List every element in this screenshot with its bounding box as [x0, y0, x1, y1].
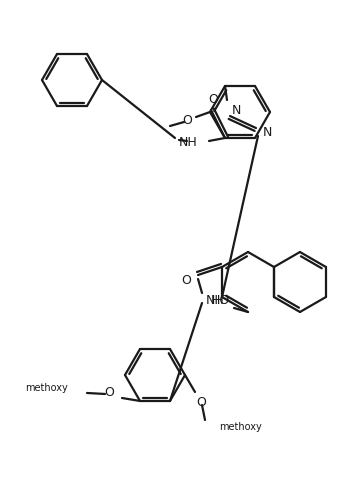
Text: O: O	[181, 275, 191, 288]
Text: methoxy: methoxy	[219, 422, 262, 432]
Text: methoxy: methoxy	[25, 383, 68, 393]
Text: N: N	[232, 104, 241, 117]
Text: O: O	[104, 386, 114, 399]
Text: O: O	[196, 397, 206, 410]
Text: O: O	[182, 115, 192, 127]
Text: NH: NH	[178, 137, 197, 150]
Text: HO: HO	[211, 294, 230, 307]
Text: NH: NH	[206, 295, 225, 308]
Text: N: N	[263, 125, 272, 139]
Text: O: O	[208, 93, 218, 106]
